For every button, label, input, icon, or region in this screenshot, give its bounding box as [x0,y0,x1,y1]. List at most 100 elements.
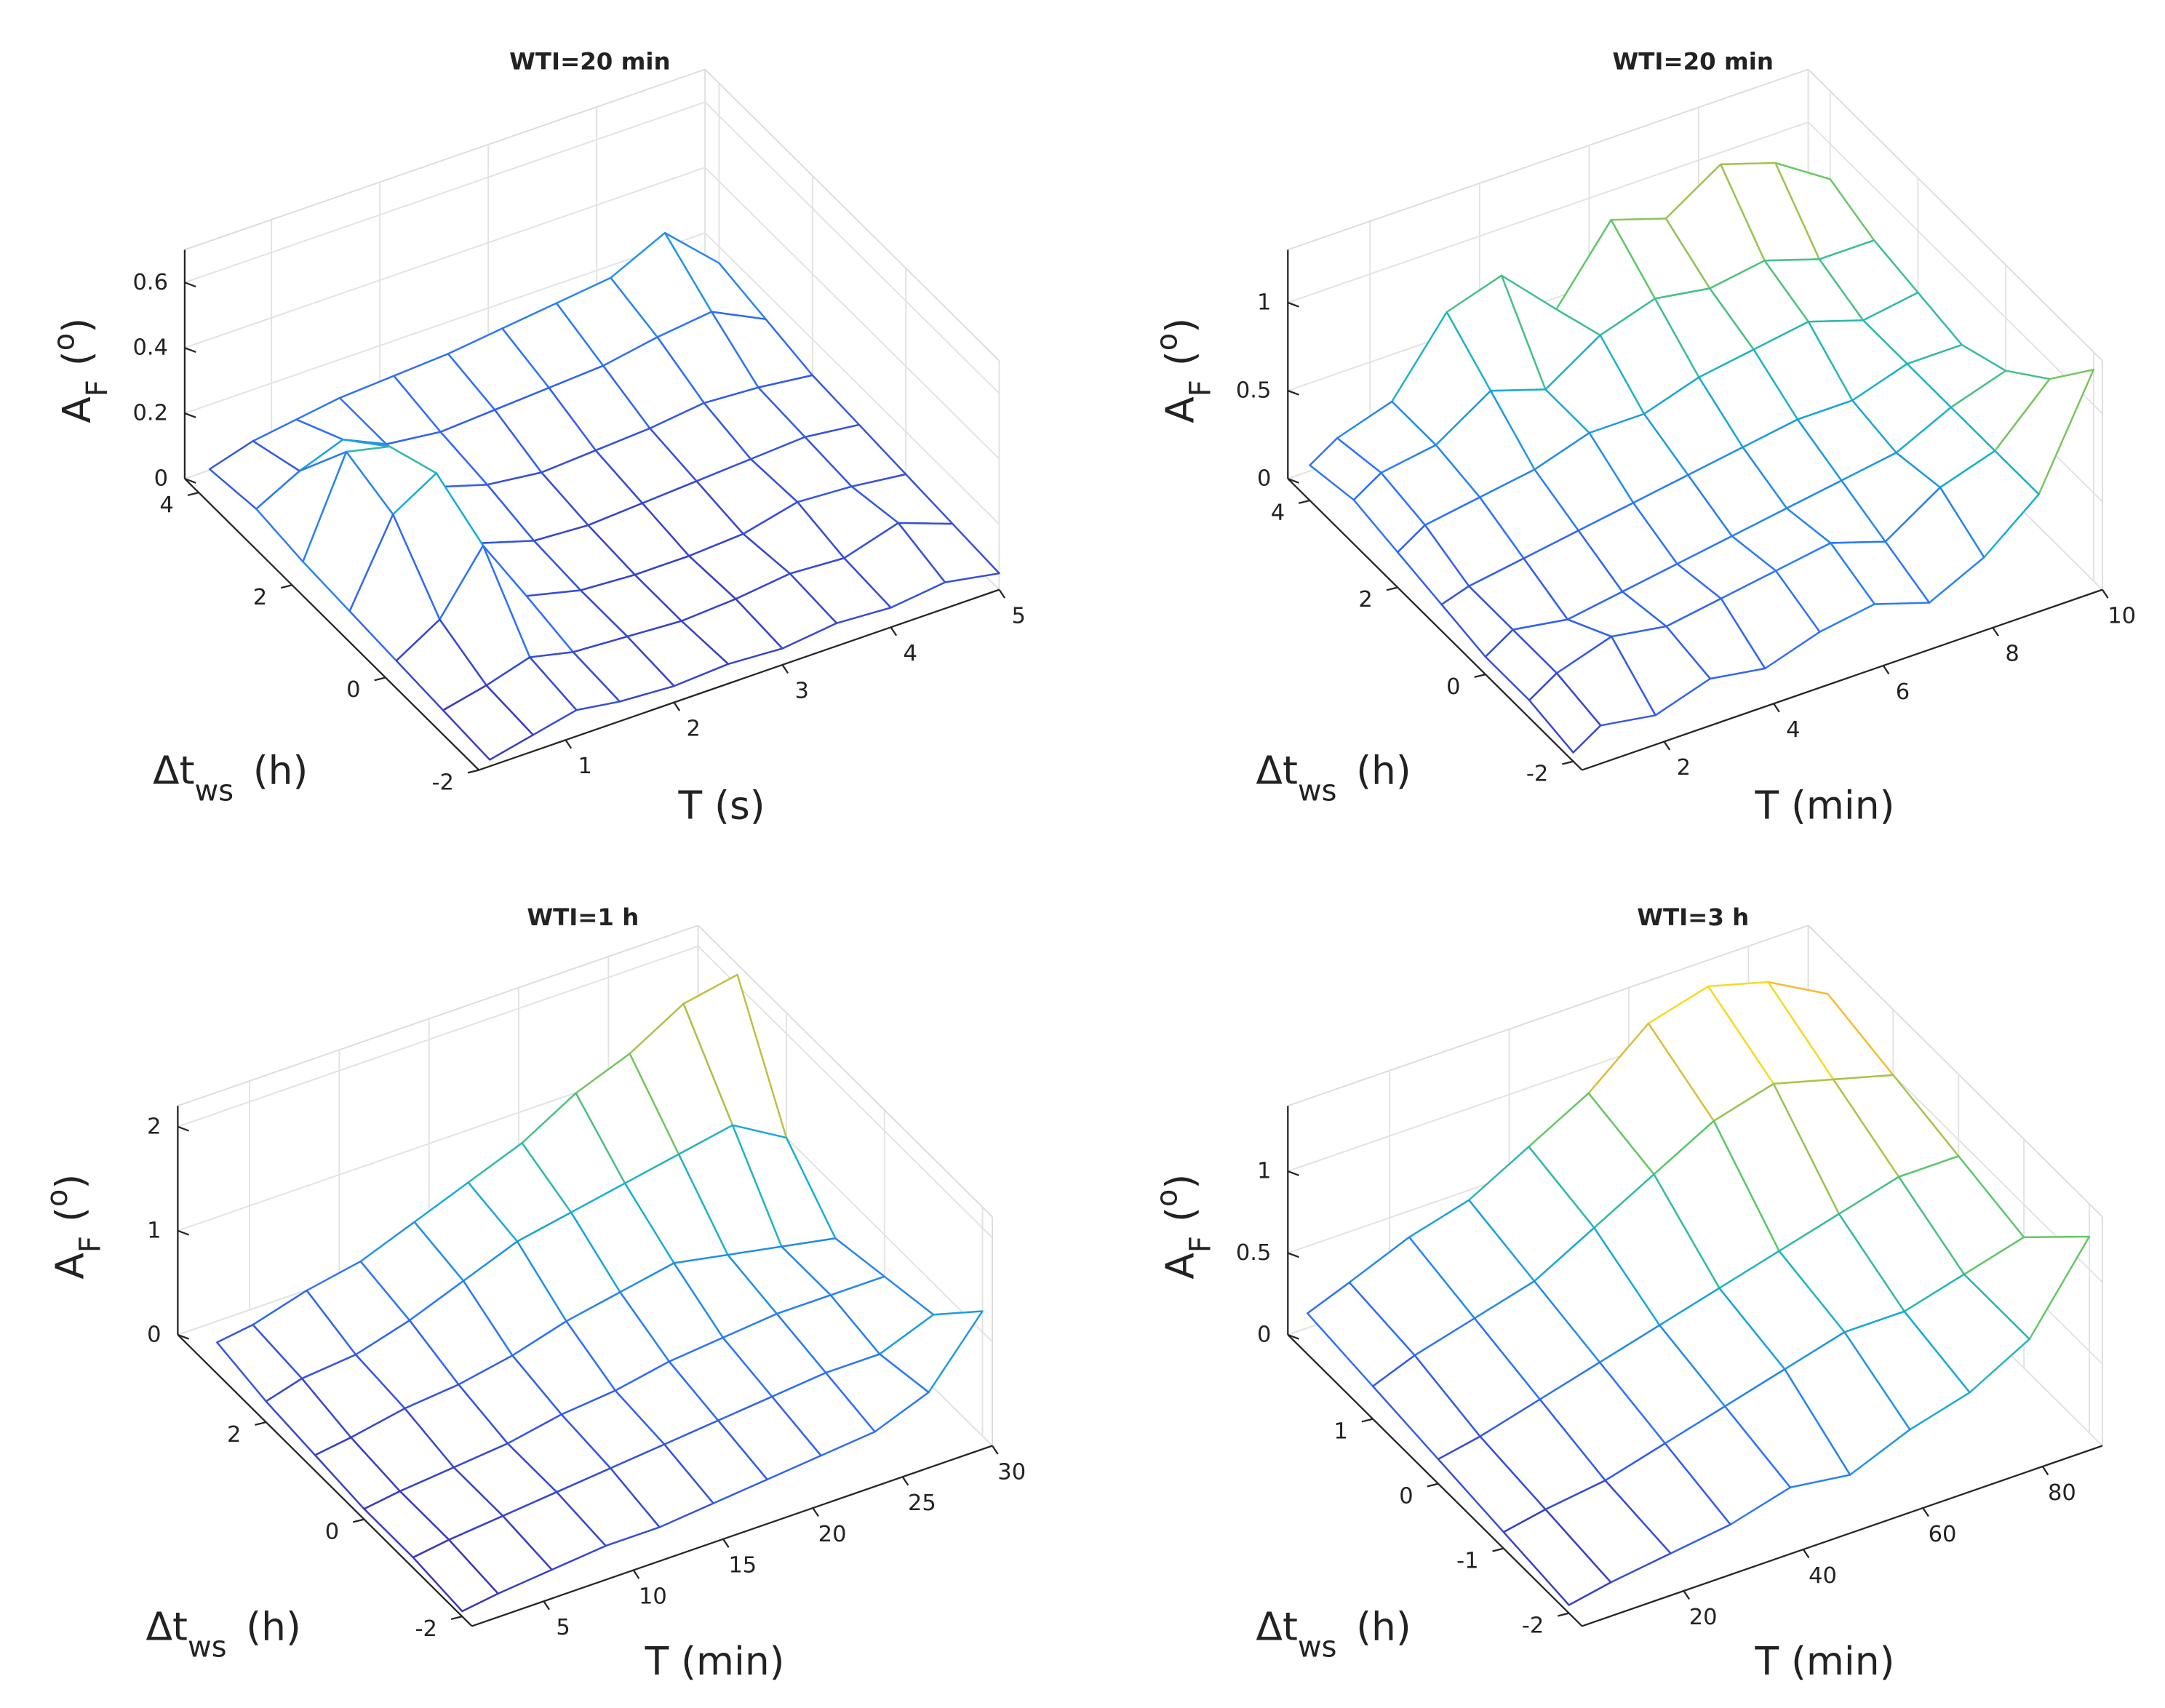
box-edge [184,68,706,251]
label-subscript: ws [188,1630,227,1664]
z-tick [184,412,196,418]
label-part: Δt [1256,748,1297,794]
x-tick-label: 10 [639,1584,667,1609]
box-edge [704,68,1000,362]
x-tick [1663,741,1671,751]
z-tick-label: 0 [147,1322,161,1347]
z-tick [177,1125,190,1132]
y-tick [187,492,199,497]
x-axis [1582,1445,2103,1627]
label-part: Δt [146,1604,188,1650]
label-part: A [1157,396,1203,423]
z-tick-label: 0.4 [133,335,169,361]
x-tick-label: 3 [795,679,809,704]
grid-line [184,101,706,284]
y-tick [1558,1612,1569,1617]
box-edge [1807,925,2103,1218]
label-subscript: ws [1298,775,1337,808]
y-tick [374,677,386,682]
y-tick-label: -2 [1526,761,1548,786]
x-tick-label: 8 [2005,642,2019,667]
z-tick-label: 0.5 [1236,1240,1272,1266]
x-tick [2041,1466,2049,1476]
y-tick [281,584,292,589]
label-part: A [47,1253,93,1280]
x-tick-label: 4 [1786,717,1800,743]
x-tick-label: 30 [997,1459,1026,1485]
x-tick-label: 4 [904,641,917,666]
y-axis-label: Δtws (h) [153,748,308,808]
label-subscript: F [81,380,114,396]
y-tick [1562,760,1574,765]
x-tick-label: 15 [728,1553,757,1579]
box-edge [697,925,993,1218]
z-tick [184,477,196,484]
y-tick-label: -2 [1522,1613,1544,1638]
z-tick [1287,1252,1299,1258]
y-tick-label: 2 [1358,587,1372,612]
label-part: ( [54,351,100,366]
grid-line [184,232,706,415]
mesh-cell [1528,672,1602,754]
y-tick [352,1518,364,1523]
x-tick-label: 1 [578,754,591,779]
label-subscript: F [1184,380,1217,396]
z-tick [184,282,196,288]
x-tick-label: 6 [1896,679,1910,705]
y-tick-label: 0 [1446,674,1460,700]
label-part: Δt [1256,1604,1297,1650]
z-tick-label: 1 [1257,1159,1271,1184]
label-superscript: o [47,333,81,351]
x-tick [1802,1549,1810,1559]
label-part: A [1157,1253,1203,1280]
z-tick [1287,1333,1299,1340]
y-tick-label: 0 [346,677,360,703]
y-tick-label: 0 [325,1519,339,1544]
x-tick [722,1539,730,1548]
z-tick [184,347,196,354]
y-tick [1492,1547,1504,1552]
z-tick-label: 0 [1257,1322,1271,1347]
label-subscript: F [74,1236,108,1253]
x-axis-label: T (s) [678,782,765,828]
chart-title: WTI=20 min [1613,47,1774,75]
z-tick [1287,301,1299,308]
y-tick-label: 1 [1333,1418,1347,1444]
y-axis [184,478,480,771]
x-tick [543,1600,550,1611]
z-tick [1287,389,1299,396]
y-axis-label: Δtws (h) [1256,748,1411,808]
y-tick [1298,499,1310,504]
x-tick-label: 20 [818,1522,847,1547]
label-part: ( [1157,1207,1203,1222]
x-tick [673,701,681,711]
z-tick [177,1333,190,1340]
x-axis-label: T (min) [1754,1638,1894,1684]
x-axis [471,1445,993,1627]
label-part: (h) [1356,748,1411,794]
x-tick [1882,665,1890,675]
x-tick-label: 20 [1689,1605,1718,1630]
label-part: ) [47,1174,93,1189]
z-axis-label: AF (o) [41,1174,108,1280]
x-tick [992,1445,999,1455]
grid-line [704,167,1000,460]
z-axis-label: AF (o) [1151,318,1218,423]
z-tick [1287,477,1299,484]
y-tick [255,1421,266,1426]
y-tick [1474,673,1486,679]
x-tick [890,626,898,636]
label-part: (h) [253,748,308,794]
y-tick [467,769,479,774]
y-axis [1287,478,1583,771]
x-tick [565,739,573,749]
grid-line [1807,121,2103,415]
x-tick [1922,1507,1929,1517]
label-part: (h) [246,1604,301,1650]
box-edge [1287,68,1809,251]
y-tick [1386,586,1398,591]
z-tick-label: 0.6 [133,270,169,295]
z-tick-label: 0 [154,466,168,492]
z-axis-label: AF (o) [47,318,114,423]
